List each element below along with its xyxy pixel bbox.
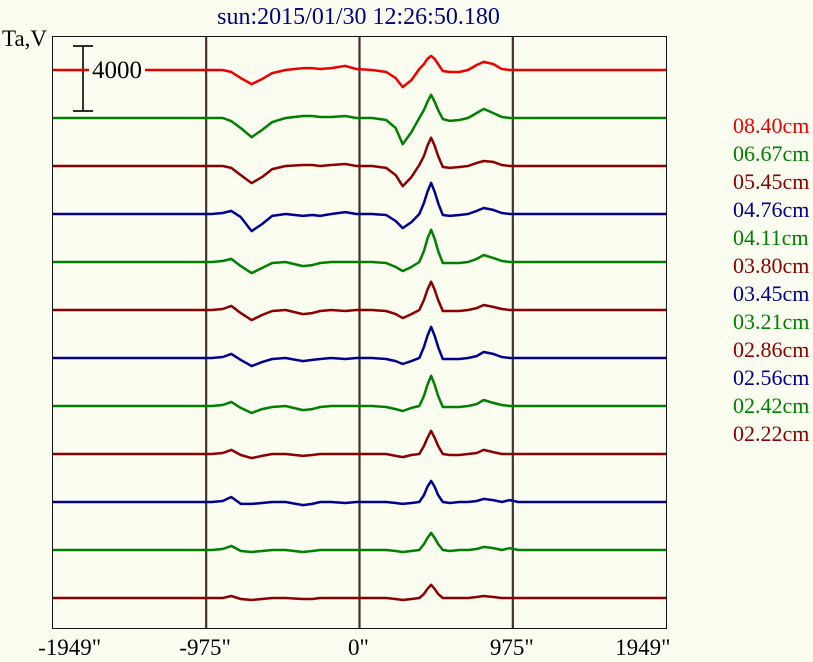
x-tick-label-975: 975": [489, 635, 534, 660]
trace-04.76cm: [53, 181, 666, 233]
trace-02.56cm: [53, 479, 666, 507]
legend-entry-02.56cm: 02.56cm: [733, 365, 810, 390]
y-axis-label: Ta,V: [2, 26, 48, 51]
legend-entry-06.67cm: 06.67cm: [733, 141, 810, 166]
x-tick-label--1949: -1949": [38, 635, 102, 660]
trace-03.80cm: [53, 280, 666, 322]
scale-bar-label: 4000: [89, 57, 145, 84]
trace-05.45cm: [53, 136, 666, 188]
legend-entry-02.42cm: 02.42cm: [733, 393, 810, 418]
legend-entry-05.45cm: 05.45cm: [733, 169, 810, 194]
legend-entry-03.80cm: 03.80cm: [733, 253, 810, 278]
trace-08.40cm: [53, 54, 666, 89]
trace-02.22cm: [53, 583, 666, 602]
traces-canvas: [53, 37, 666, 628]
trace-02.86cm: [53, 429, 666, 460]
legend-entry-08.40cm: 08.40cm: [733, 113, 810, 138]
x-tick-label-1949: 1949": [615, 635, 671, 660]
legend-entry-02.86cm: 02.86cm: [733, 337, 810, 362]
legend-entry-04.11cm: 04.11cm: [733, 225, 809, 250]
legend-entry-03.45cm: 03.45cm: [733, 281, 810, 306]
legend-entry-03.21cm: 03.21cm: [733, 309, 810, 334]
x-tick-label--975: -975": [179, 635, 231, 660]
legend-entry-04.76cm: 04.76cm: [733, 197, 810, 222]
wavelength-legend: 08.40cm 06.67cm 05.45cm 04.76cm 04.11cm 03.80…: [733, 112, 813, 448]
plot-title: sun:2015/01/30 12:26:50.180: [217, 4, 500, 30]
legend-entry-02.22cm: 02.22cm: [733, 421, 810, 446]
x-tick-label-0: 0": [348, 635, 369, 660]
trace-04.11cm: [53, 228, 666, 275]
trace-02.42cm: [53, 531, 666, 554]
trace-03.21cm: [53, 374, 666, 415]
plot-area: 4000: [52, 36, 667, 629]
x-axis-tick-labels: -1949" -975" 0" 975" 1949": [0, 635, 813, 662]
trace-03.45cm: [53, 325, 666, 368]
trace-06.67cm: [53, 93, 666, 146]
